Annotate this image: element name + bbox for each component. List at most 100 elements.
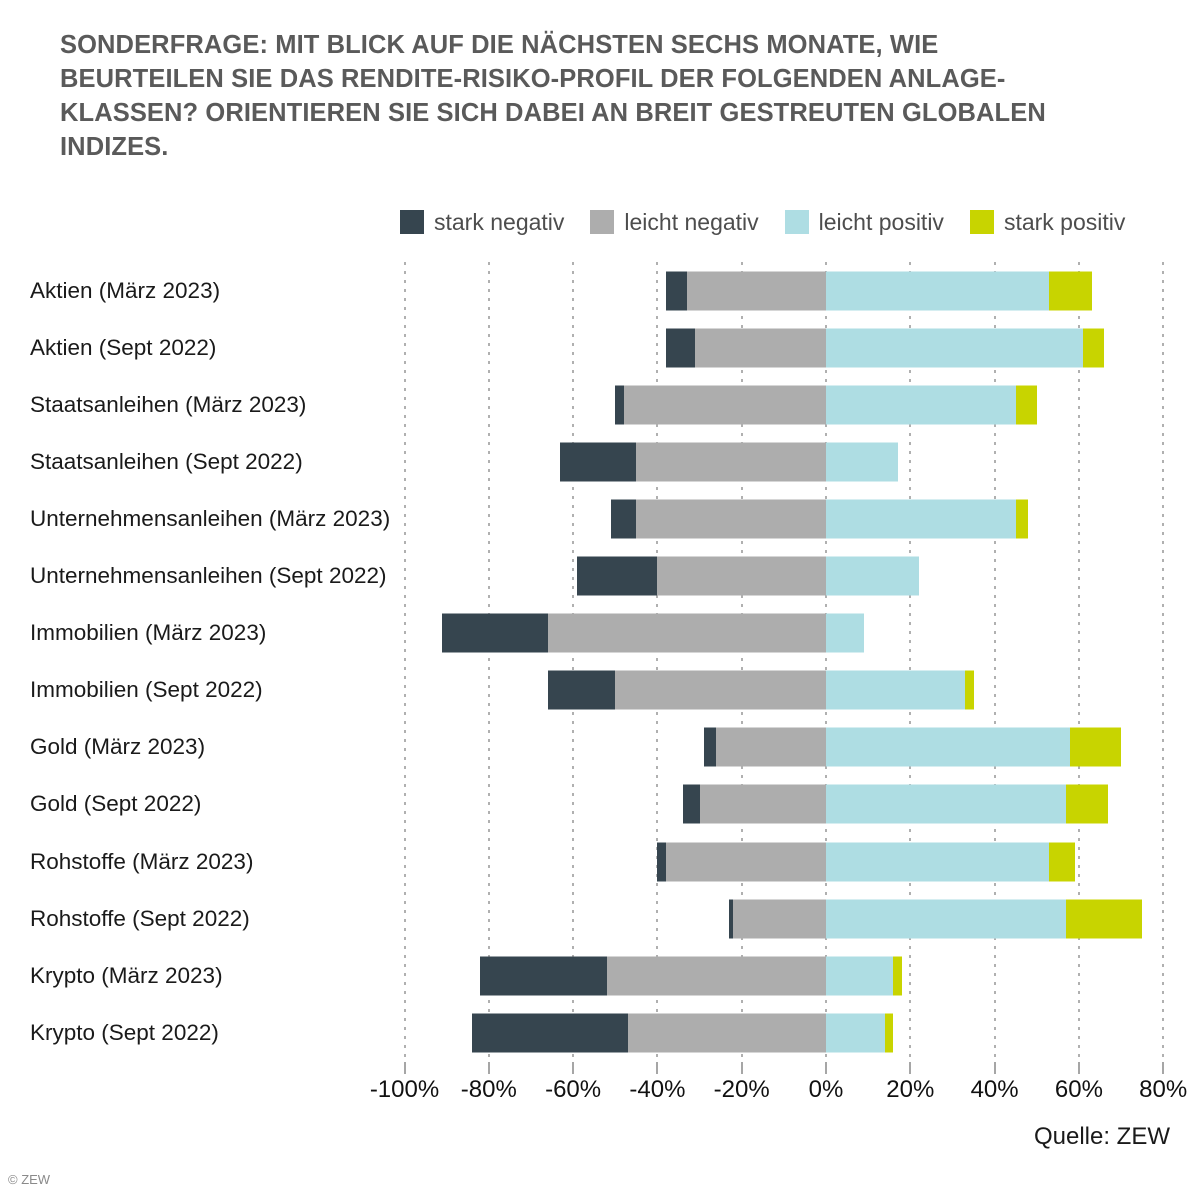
bar-track (0, 947, 1200, 1004)
bar-track (0, 833, 1200, 890)
bar-segment-leicht-positiv[interactable] (826, 784, 1067, 824)
bar-segment-stark-positiv[interactable] (1049, 271, 1092, 311)
bar-segment-stark-positiv[interactable] (1015, 385, 1037, 425)
row-label-text: Staatsanleihen (Sept 2022) (30, 448, 303, 474)
axis-tick-label: -80% (460, 1076, 517, 1103)
bar-segment-leicht-negativ[interactable] (686, 271, 826, 311)
bar-segment-stark-negativ[interactable] (657, 842, 666, 882)
x-axis: -100% -80% -60% -40% -20% 0% 20% 40% 60% 80% (0, 1062, 1200, 1108)
bar-segment-stark-positiv[interactable] (885, 1013, 894, 1053)
bar-segment-leicht-positiv[interactable] (826, 899, 1067, 939)
bar-segment-leicht-negativ[interactable] (636, 499, 826, 539)
bar-segment-stark-negativ[interactable] (577, 556, 658, 596)
axis-tick-label: 60% (1054, 1076, 1103, 1103)
bar-segment-stark-negativ[interactable] (665, 271, 687, 311)
bar-segment-stark-positiv[interactable] (1049, 842, 1075, 882)
bar-segment-stark-negativ[interactable] (703, 727, 717, 767)
bar-segment-leicht-positiv[interactable] (826, 613, 864, 653)
bar-segment-leicht-negativ[interactable] (716, 727, 826, 767)
legend-swatch-stark-positiv (969, 210, 994, 234)
legend-label: leicht negativ (624, 209, 759, 235)
legend-label: stark positiv (1003, 209, 1126, 235)
legend-swatch-stark-negativ (400, 210, 424, 234)
chart-row: Gold (Sept 2022) (0, 776, 1200, 833)
bar-segment-leicht-negativ[interactable] (665, 842, 826, 882)
row-label: Immobilien (Sept 2022) (30, 662, 370, 719)
bar-track (0, 490, 1200, 547)
legend-item-leicht-positiv[interactable]: leicht positiv (784, 209, 944, 235)
row-label-text: Staatsanleihen (März 2023) (30, 391, 307, 417)
bar-segment-leicht-positiv[interactable] (826, 499, 1016, 539)
axis-tick-label: -40% (629, 1076, 686, 1103)
bar-segment-leicht-negativ[interactable] (695, 328, 826, 368)
bar-segment-stark-positiv[interactable] (1015, 499, 1029, 539)
axis-tick-label: -60% (545, 1076, 602, 1103)
bar-segment-stark-negativ[interactable] (560, 442, 637, 482)
axis-tick-label: -20% (713, 1076, 770, 1103)
bar-segment-leicht-negativ[interactable] (699, 784, 826, 824)
row-label: Aktien (März 2023) (30, 262, 370, 319)
row-label: Gold (Sept 2022) (30, 776, 370, 833)
bar-segment-leicht-positiv[interactable] (826, 385, 1016, 425)
chart-row: Aktien (Sept 2022) (0, 319, 1200, 376)
bar-segment-stark-positiv[interactable] (1066, 784, 1109, 824)
bar-segment-leicht-positiv[interactable] (826, 727, 1071, 767)
bar-segment-stark-negativ[interactable] (665, 328, 696, 368)
copyright-note: © ZEW (8, 1172, 51, 1187)
bar-segment-leicht-negativ[interactable] (623, 385, 826, 425)
legend-item-leicht-negativ[interactable]: leicht negativ (590, 209, 759, 235)
row-label: Krypto (Sept 2022) (30, 1004, 370, 1061)
row-label-text: Immobilien (Sept 2022) (30, 677, 263, 703)
bar-segment-stark-negativ[interactable] (547, 670, 616, 710)
row-label: Rohstoffe (Sept 2022) (30, 890, 370, 947)
bar-track (0, 662, 1200, 719)
bar-segment-leicht-positiv[interactable] (826, 442, 898, 482)
bar-track (0, 262, 1200, 319)
page-title: SONDERFRAGE: MIT BLICK AUF DIE NÄCHSTEN … (60, 31, 1046, 161)
legend-item-stark-positiv[interactable]: stark positiv (969, 209, 1126, 235)
bar-track (0, 890, 1200, 947)
bar-segment-leicht-negativ[interactable] (657, 556, 826, 596)
bar-segment-leicht-positiv[interactable] (826, 328, 1084, 368)
axis-tick (487, 1062, 490, 1074)
chart-row: Staatsanleihen (Sept 2022) (0, 433, 1200, 490)
legend-item-stark-negativ[interactable]: stark negativ (400, 210, 564, 234)
bar-segment-leicht-negativ[interactable] (636, 442, 826, 482)
bar-segment-stark-negativ[interactable] (729, 899, 734, 939)
row-label: Krypto (März 2023) (30, 947, 370, 1004)
bar-track (0, 433, 1200, 490)
bar-segment-stark-positiv[interactable] (1083, 328, 1105, 368)
bar-segment-stark-negativ[interactable] (615, 385, 624, 425)
bar-segment-stark-positiv[interactable] (965, 670, 974, 710)
chart-row: Immobilien (März 2023) (0, 605, 1200, 662)
row-label-text: Unternehmensanleihen (März 2023) (30, 505, 391, 531)
row-label-text: Gold (Sept 2022) (30, 791, 202, 817)
bar-segment-stark-positiv[interactable] (1066, 899, 1143, 939)
bar-segment-leicht-negativ[interactable] (606, 956, 826, 996)
bar-segment-leicht-positiv[interactable] (826, 1013, 885, 1053)
bar-segment-leicht-negativ[interactable] (627, 1013, 826, 1053)
bar-segment-leicht-positiv[interactable] (826, 271, 1050, 311)
row-label: Staatsanleihen (März 2023) (30, 376, 370, 433)
bar-segment-leicht-positiv[interactable] (826, 842, 1050, 882)
row-label: Staatsanleihen (Sept 2022) (30, 433, 370, 490)
bar-segment-leicht-negativ[interactable] (615, 670, 826, 710)
plot-area: Aktien (März 2023) Aktien (Sept 2022) Staa… (0, 262, 1200, 1062)
bar-segment-leicht-negativ[interactable] (733, 899, 826, 939)
bar-segment-stark-positiv[interactable] (1070, 727, 1122, 767)
bar-segment-leicht-positiv[interactable] (826, 670, 966, 710)
bar-segment-stark-negativ[interactable] (480, 956, 607, 996)
row-label-text: Unternehmensanleihen (Sept 2022) (30, 563, 387, 589)
legend-label: leicht positiv (818, 209, 944, 235)
bar-segment-leicht-positiv[interactable] (826, 956, 894, 996)
axis-tick (656, 1062, 659, 1074)
bar-segment-leicht-negativ[interactable] (547, 613, 826, 653)
bar-segment-stark-negativ[interactable] (611, 499, 637, 539)
bar-segment-stark-negativ[interactable] (471, 1013, 628, 1053)
axis-tick (403, 1062, 406, 1074)
source-note: Quelle: ZEW (1033, 1123, 1170, 1150)
bar-segment-leicht-positiv[interactable] (826, 556, 919, 596)
bar-segment-stark-negativ[interactable] (682, 784, 700, 824)
bar-segment-stark-negativ[interactable] (442, 613, 548, 653)
bar-segment-stark-positiv[interactable] (893, 956, 902, 996)
